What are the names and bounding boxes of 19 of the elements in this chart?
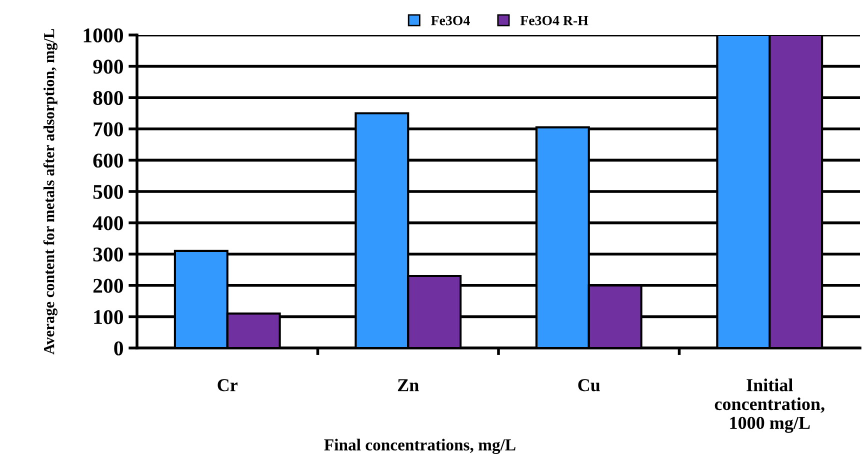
x-axis-title: Final concentrations, mg/L <box>324 438 516 454</box>
y-tick-label: 400 <box>92 216 124 230</box>
y-tick-label: 900 <box>93 60 124 74</box>
y-tick-label: 0 <box>114 341 124 356</box>
x-tick-label: Cr <box>218 379 238 392</box>
x-tick-label: Initial concentration, 1000 mg/L <box>714 378 824 433</box>
y-tick-label: 100 <box>94 310 124 324</box>
y-tick-label: 800 <box>93 90 124 106</box>
y-tick-label: 600 <box>93 154 124 168</box>
y-tick-label: 300 <box>93 247 124 262</box>
y-tick-label: 500 <box>93 184 124 199</box>
y-tick-label: 1000 <box>84 28 124 42</box>
legend-label: Fe3O4 <box>431 16 470 26</box>
y-axis-title: Average content for metals after adsorption, mg/L <box>43 28 58 355</box>
x-tick-label: Cu <box>578 379 600 392</box>
x-tick-label: Zn <box>398 379 419 392</box>
y-tick-label: 200 <box>93 278 124 293</box>
y-tick-label: 700 <box>94 122 124 136</box>
legend-label: Fe3O4 R-H <box>520 16 588 26</box>
